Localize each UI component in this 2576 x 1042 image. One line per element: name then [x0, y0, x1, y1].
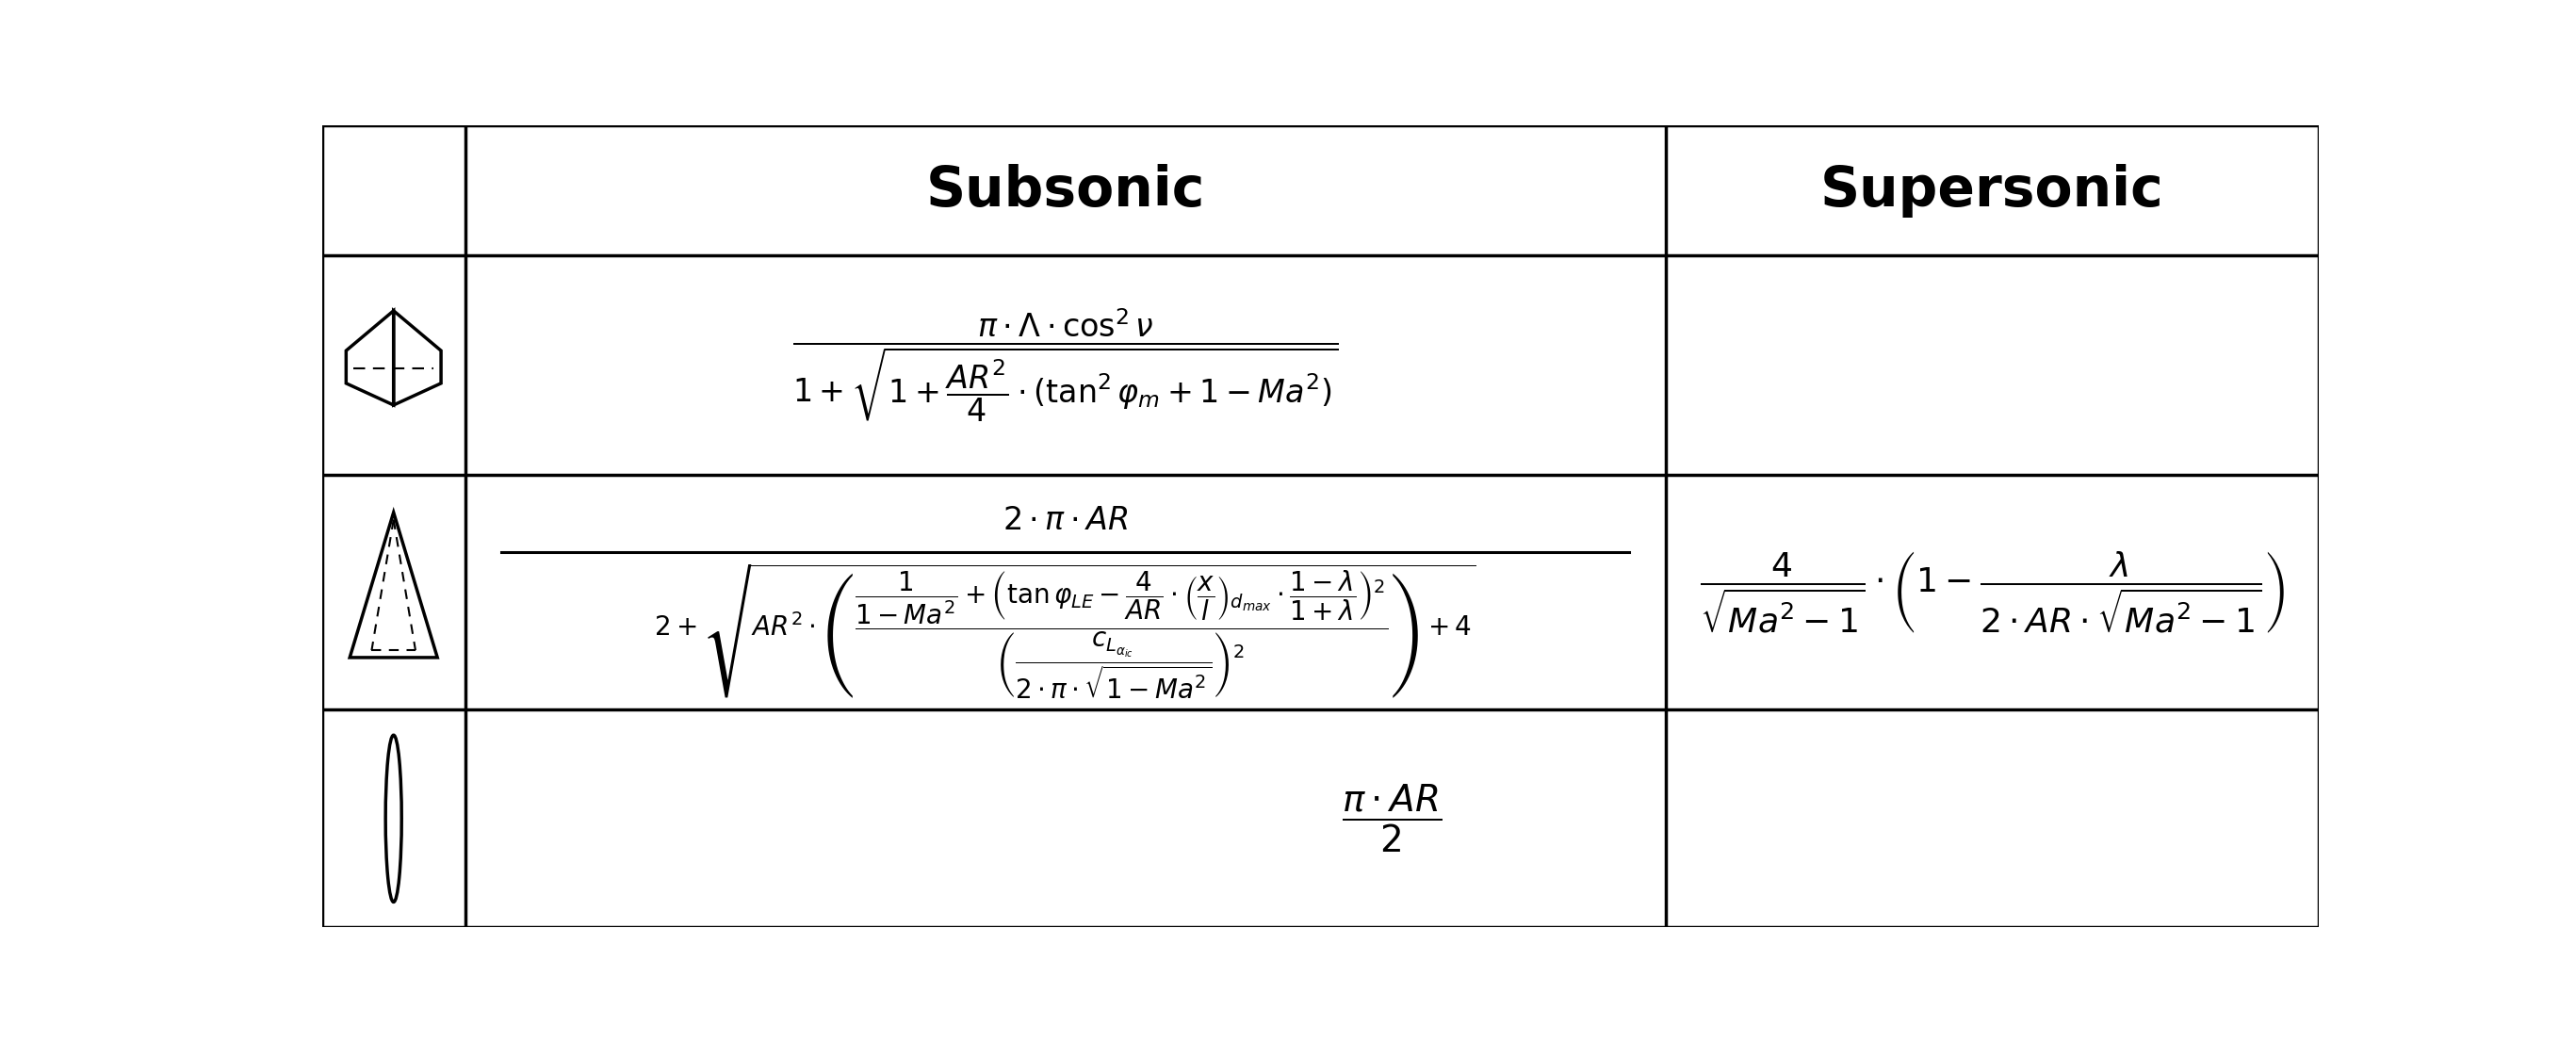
Text: Subsonic: Subsonic [925, 164, 1206, 217]
Text: $\dfrac{4}{\sqrt{Ma^2-1}} \cdot \left(1 - \dfrac{\lambda}{2 \cdot AR \cdot \sqrt: $\dfrac{4}{\sqrt{Ma^2-1}} \cdot \left(1 … [1700, 549, 2285, 635]
Text: $\dfrac{\pi \cdot \Lambda \cdot \cos^2 \nu}{1 + \sqrt{1 + \dfrac{AR^2}{4} \cdot : $\dfrac{\pi \cdot \Lambda \cdot \cos^2 \… [793, 306, 1340, 424]
Text: $2 \cdot \pi \cdot AR$: $2 \cdot \pi \cdot AR$ [1002, 508, 1128, 536]
Text: $\dfrac{\pi \cdot AR}{2}$: $\dfrac{\pi \cdot AR}{2}$ [1342, 783, 1443, 854]
Text: Supersonic: Supersonic [1821, 164, 2164, 217]
Text: $2 + \sqrt{AR^2 \cdot \left(\dfrac{\dfrac{1}{1-Ma^2} + \left(\tan \varphi_{LE} -: $2 + \sqrt{AR^2 \cdot \left(\dfrac{\dfra… [654, 563, 1476, 702]
